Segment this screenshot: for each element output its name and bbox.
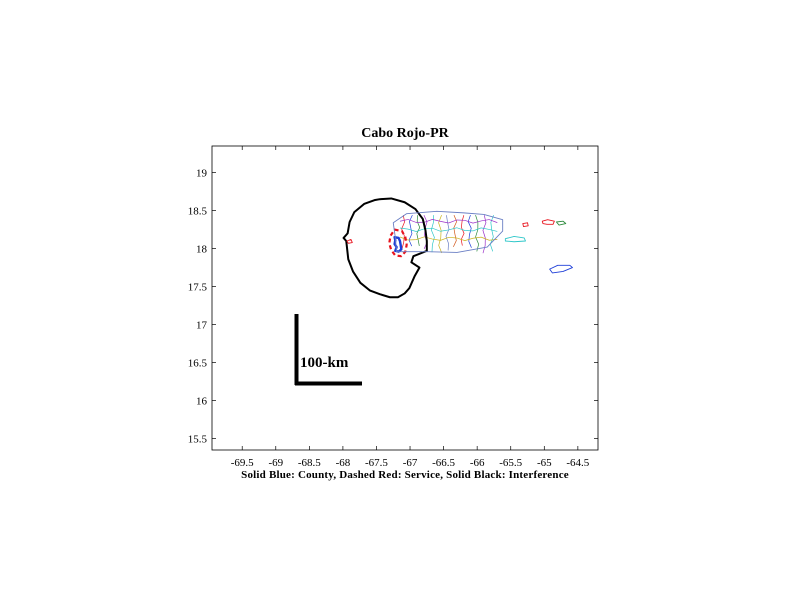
y-tick-label: 17	[196, 320, 208, 332]
x-tick-label: -69	[268, 457, 283, 469]
chart-title: Cabo Rojo-PR	[361, 126, 449, 141]
municipality-line	[430, 215, 435, 253]
service-boundary	[388, 228, 408, 258]
municipality-line	[445, 215, 450, 251]
municipality-line	[489, 215, 494, 252]
municipality-line	[399, 236, 498, 241]
st-john-boundary	[555, 220, 567, 226]
puerto-rico-outline-boundary	[392, 210, 504, 253]
y-tick-label: 19	[196, 168, 208, 180]
municipality-line	[438, 215, 443, 254]
data-layer	[342, 197, 573, 299]
municipality-line	[475, 215, 480, 252]
y-tick-label: 18.5	[188, 206, 208, 218]
x-tick-label: -65.5	[499, 457, 522, 469]
mona-boundary	[346, 239, 353, 244]
municipality-boundaries	[399, 215, 498, 254]
x-tick-label: -66	[470, 457, 485, 469]
x-tick-label: -69.5	[231, 457, 254, 469]
x-tick-label: -67	[403, 457, 418, 469]
y-tick-label: 17.5	[188, 282, 208, 294]
interference-boundary	[342, 197, 428, 299]
municipality-line	[399, 219, 498, 224]
x-tick-label: -65	[537, 457, 552, 469]
scale-bar: 100-km	[294, 314, 362, 386]
axes: -69.5 -69 -68.5 -68 -67.5 -67 -66.5 -66 -65.5 -65…	[188, 145, 599, 469]
y-tick-label: 16.5	[188, 358, 208, 370]
x-tick-label: -64.5	[566, 457, 589, 469]
municipality-line	[482, 215, 487, 254]
y-tick-label: 16	[196, 396, 208, 408]
scale-bar-label: 100-km	[300, 355, 349, 371]
x-tick-label: -68.5	[298, 457, 321, 469]
vieques-boundary	[504, 235, 526, 243]
st-thomas-boundary	[541, 219, 555, 225]
culebra-boundary	[522, 222, 529, 228]
municipality-line	[467, 215, 472, 248]
st-croix-boundary	[549, 264, 573, 274]
municipality-line	[399, 227, 498, 232]
plot-frame	[211, 145, 599, 451]
y-tick-label: 18	[196, 244, 208, 256]
x-tick-label: -67.5	[365, 457, 388, 469]
x-axis-label: Solid Blue: County, Dashed Red: Service,…	[241, 469, 569, 481]
x-tick-label: -66.5	[432, 457, 455, 469]
y-tick-label: 15.5	[188, 434, 208, 446]
x-tick-label: -68	[336, 457, 351, 469]
